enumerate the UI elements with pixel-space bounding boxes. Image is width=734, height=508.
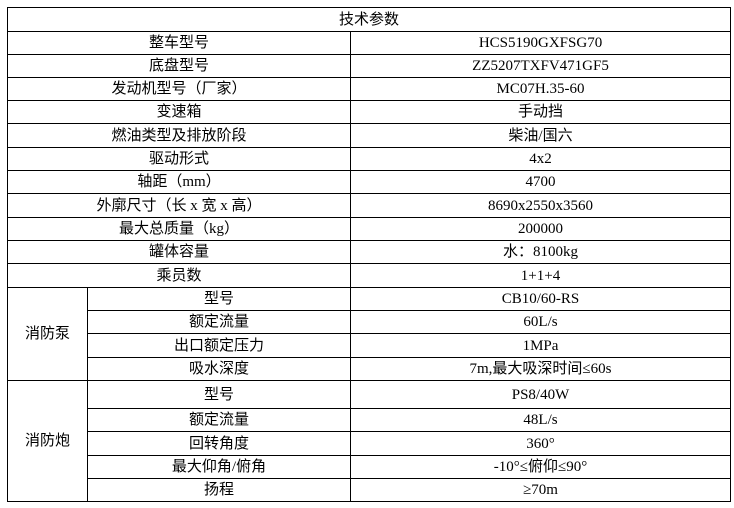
row-label: 燃油类型及排放阶段: [7, 123, 351, 148]
table-row: 吸水深度 7m,最大吸深时间≤60s: [8, 357, 732, 381]
row-label: 变速箱: [7, 100, 351, 124]
table-row: 变速箱 手动挡: [7, 100, 732, 124]
table-row: 轴距（mm） 4700: [7, 170, 732, 194]
row-value: 360°: [349, 431, 732, 456]
row-label: 额定流量: [87, 408, 351, 432]
row-value: 4x2: [349, 147, 732, 171]
table-row: 外廓尺寸（长 x 宽 x 高） 8690x2550x3560: [7, 193, 732, 218]
row-value: 4700: [349, 170, 732, 194]
table-row: 乘员数 1+1+4: [7, 263, 732, 288]
row-label: 底盘型号: [7, 54, 351, 78]
row-label: 轴距（mm）: [7, 170, 351, 194]
row-value: ZZ5207TXFV471GF5: [349, 54, 732, 78]
row-value: HCS5190GXFSG70: [349, 31, 732, 55]
row-label: 出口额定压力: [87, 333, 351, 358]
row-value: 柴油/国六: [349, 123, 732, 148]
row-label: 最大仰角/俯角: [87, 455, 351, 479]
table-row: 消防泵 型号 CB10/60-RS: [7, 287, 732, 381]
row-value: 48L/s: [349, 408, 732, 432]
table-row: 驱动形式 4x2: [7, 147, 732, 171]
row-value: MC07H.35-60: [349, 77, 732, 101]
row-value: 1+1+4: [349, 263, 732, 288]
table-row: 燃油类型及排放阶段 柴油/国六: [7, 123, 732, 148]
row-value: 1MPa: [349, 333, 732, 358]
row-value: 200000: [349, 217, 732, 241]
table-row: 额定流量 48L/s: [8, 408, 732, 432]
row-value: -10°≤俯仰≤90°: [349, 455, 732, 479]
table-title: 技术参数: [6, 7, 732, 32]
cannon-group-label: 消防炮: [7, 380, 88, 502]
table-row: 罐体容量 水：8100kg: [7, 240, 732, 264]
table-row: 回转角度 360°: [8, 431, 732, 456]
table-row: 最大总质量（kg） 200000: [7, 217, 732, 241]
row-label: 型号: [87, 380, 351, 409]
row-value: 8690x2550x3560: [349, 193, 732, 218]
row-label: 吸水深度: [87, 357, 351, 381]
row-label: 整车型号: [7, 31, 351, 55]
table-row: 最大仰角/俯角 -10°≤俯仰≤90°: [8, 455, 732, 479]
row-value: 手动挡: [349, 100, 732, 124]
row-label: 罐体容量: [7, 240, 351, 264]
row-label: 发动机型号（厂家）: [7, 77, 351, 101]
row-label: 最大总质量（kg）: [7, 217, 351, 241]
row-value: ≥70m: [349, 478, 732, 502]
row-label: 乘员数: [7, 263, 351, 288]
title-row: 技术参数: [6, 7, 732, 32]
row-value: 7m,最大吸深时间≤60s: [349, 357, 732, 381]
row-value: 60L/s: [349, 310, 732, 334]
tech-spec-table: 技术参数 整车型号 HCS5190GXFSG70 底盘型号 ZZ5207TXFV471…: [6, 7, 732, 502]
table-row: 底盘型号 ZZ5207TXFV471GF5: [7, 54, 732, 78]
row-value: 水：8100kg: [349, 240, 732, 264]
table-row: 整车型号 HCS5190GXFSG70: [7, 31, 732, 55]
row-label: 驱动形式: [7, 147, 351, 171]
row-label: 外廓尺寸（长 x 宽 x 高）: [7, 193, 351, 218]
row-value: CB10/60-RS: [349, 287, 732, 311]
table-row: 发动机型号（厂家） MC07H.35-60: [7, 77, 732, 101]
row-label: 扬程: [87, 478, 351, 502]
row-label: 型号: [87, 287, 351, 311]
table-row: 额定流量 60L/s: [8, 310, 732, 334]
pump-group-label: 消防泵: [7, 287, 88, 381]
table-row: 消防炮 型号 PS8/40W: [7, 380, 732, 502]
table-row: 出口额定压力 1MPa: [8, 333, 732, 358]
table-row: 扬程 ≥70m: [8, 478, 732, 502]
row-value: PS8/40W: [349, 380, 732, 409]
row-label: 回转角度: [87, 431, 351, 456]
row-label: 额定流量: [87, 310, 351, 334]
